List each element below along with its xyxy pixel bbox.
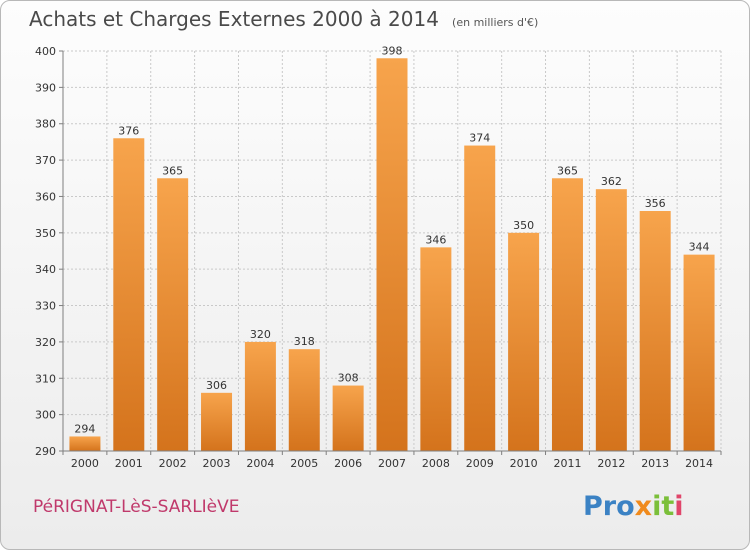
bar bbox=[595, 189, 627, 451]
y-tick-label: 300 bbox=[35, 409, 56, 422]
y-tick-label: 380 bbox=[35, 118, 56, 131]
x-tick-label: 2003 bbox=[203, 457, 231, 470]
bar-value-label: 365 bbox=[557, 164, 578, 177]
bars bbox=[69, 58, 715, 452]
bar-value-label: 356 bbox=[645, 197, 666, 210]
bar-value-label: 376 bbox=[118, 124, 139, 137]
y-tick-label: 290 bbox=[35, 445, 56, 458]
y-tick-label: 320 bbox=[35, 336, 56, 349]
bar-value-label: 294 bbox=[74, 422, 95, 435]
x-tick-label: 2004 bbox=[246, 457, 274, 470]
bar-value-label: 350 bbox=[513, 219, 534, 232]
x-tick-label: 2014 bbox=[685, 457, 713, 470]
y-tick-label: 390 bbox=[35, 81, 56, 94]
x-tick-label: 2013 bbox=[641, 457, 669, 470]
bar bbox=[332, 385, 364, 451]
logo-part: Pro bbox=[583, 491, 635, 522]
x-tick-label: 2008 bbox=[422, 457, 450, 470]
y-tick-label: 310 bbox=[35, 372, 56, 385]
x-tick-label: 2009 bbox=[466, 457, 494, 470]
x-tick-label: 2001 bbox=[115, 457, 143, 470]
x-tick-label: 2000 bbox=[71, 457, 99, 470]
bar bbox=[376, 58, 408, 451]
proxiti-logo: Proxiti bbox=[583, 491, 684, 522]
bar bbox=[113, 138, 145, 452]
y-tick-label: 330 bbox=[35, 300, 56, 313]
bar-value-label: 306 bbox=[206, 379, 227, 392]
bar-value-label: 308 bbox=[338, 372, 359, 385]
bar-value-label: 362 bbox=[601, 175, 622, 188]
axes bbox=[59, 50, 722, 455]
bar-value-label: 344 bbox=[689, 241, 710, 254]
y-tick-label: 340 bbox=[35, 263, 56, 276]
labels: 290 300 310 320 330 340 350 360 370 380 390 400 294 2… bbox=[35, 44, 713, 470]
bar-value-label: 320 bbox=[250, 328, 271, 341]
x-tick-label: 2012 bbox=[597, 457, 625, 470]
logo-part: i bbox=[674, 491, 684, 522]
bar-value-label: 398 bbox=[382, 44, 403, 57]
bar bbox=[288, 349, 320, 451]
chart-subtitle: (en milliers d'€) bbox=[452, 16, 539, 29]
x-tick-label: 2005 bbox=[290, 457, 318, 470]
bar bbox=[683, 254, 715, 451]
x-tick-label: 2011 bbox=[553, 457, 581, 470]
bar bbox=[639, 211, 671, 451]
x-tick-label: 2002 bbox=[159, 457, 187, 470]
logo-part: it bbox=[652, 491, 675, 522]
chart-title: Achats et Charges Externes 2000 à 2014 bbox=[29, 7, 439, 31]
y-tick-label: 400 bbox=[35, 45, 56, 58]
y-tick-label: 350 bbox=[35, 227, 56, 240]
x-tick-label: 2006 bbox=[334, 457, 362, 470]
x-tick-label: 2010 bbox=[510, 457, 538, 470]
chart-title-block: Achats et Charges Externes 2000 à 2014 (… bbox=[29, 7, 538, 31]
logo-part: x bbox=[634, 491, 653, 522]
y-tick-label: 360 bbox=[35, 190, 56, 203]
commune-name: PéRIGNAT-LèS-SARLIèVE bbox=[33, 497, 240, 517]
y-tick-label: 370 bbox=[35, 154, 56, 167]
bar-value-label: 318 bbox=[294, 335, 315, 348]
bar bbox=[69, 436, 101, 451]
bar-value-label: 374 bbox=[469, 132, 490, 145]
bar bbox=[420, 247, 452, 451]
bar bbox=[464, 145, 496, 451]
bar bbox=[508, 232, 540, 451]
bar bbox=[201, 392, 233, 451]
bar bbox=[157, 178, 189, 452]
bar-value-label: 346 bbox=[425, 233, 446, 246]
x-tick-label: 2007 bbox=[378, 457, 406, 470]
bar bbox=[244, 341, 276, 451]
bar-value-label: 365 bbox=[162, 164, 183, 177]
bar bbox=[551, 178, 583, 452]
